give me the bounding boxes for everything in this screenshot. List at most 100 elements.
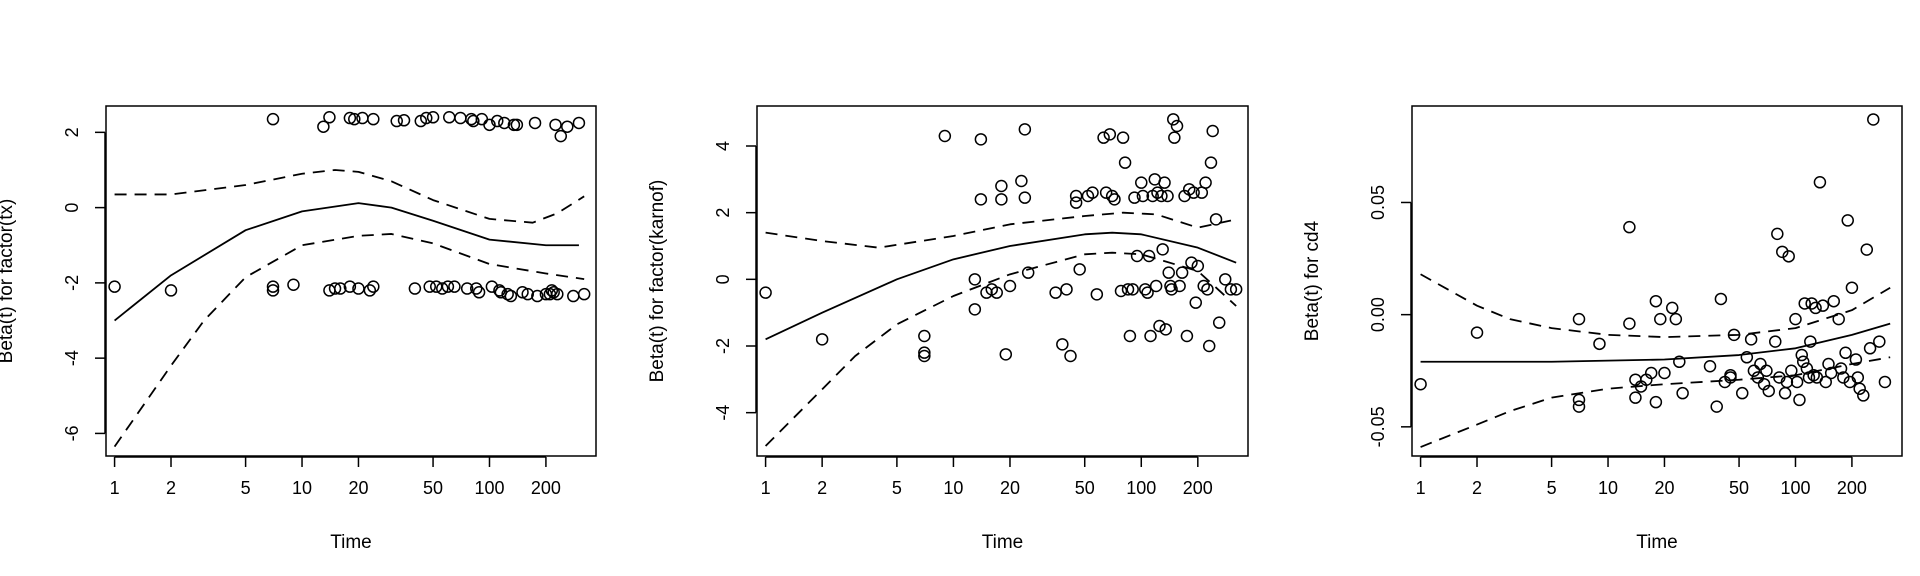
data-point: [1073, 263, 1086, 276]
plot-frame: [1411, 105, 1903, 457]
data-point: [1139, 283, 1152, 296]
data-point: [1572, 393, 1586, 407]
data-point: [1173, 279, 1186, 293]
residual-points: [1414, 113, 1892, 413]
data-point: [1155, 189, 1168, 203]
x-tick-label: 50: [1075, 478, 1095, 498]
data-point: [1168, 131, 1181, 144]
data-point: [999, 348, 1013, 361]
x-tick-label: 20: [348, 478, 368, 498]
chart-panel-1: 1 2 5 10 20 50 100 200 Time -6 -4 -2 0 2 Beta(t) for f…: [0, 105, 597, 553]
data-point: [1572, 312, 1586, 326]
data-point: [1197, 279, 1210, 293]
data-point: [1736, 386, 1749, 400]
data-point: [1064, 349, 1077, 363]
data-point: [266, 284, 280, 297]
data-point: [1165, 283, 1178, 296]
data-point: [1867, 113, 1880, 126]
data-point: [1807, 368, 1820, 382]
x-tick-label: 200: [531, 478, 561, 498]
data-point: [287, 278, 300, 292]
data-point: [1793, 393, 1806, 407]
data-point: [1414, 377, 1427, 391]
data-point: [1121, 283, 1135, 296]
data-point: [441, 280, 455, 293]
y-tick-label: -0.05: [1368, 406, 1388, 447]
data-point: [1740, 351, 1754, 364]
data-point: [1769, 335, 1782, 348]
data-point: [1572, 400, 1586, 413]
data-point: [1202, 339, 1216, 353]
data-point: [334, 282, 347, 295]
x-tick-label: 5: [241, 478, 251, 498]
x-tick-label: 50: [423, 478, 443, 498]
data-point: [1813, 176, 1827, 189]
confidence-band-line: [765, 211, 1237, 249]
data-point: [328, 282, 342, 295]
data-point: [1206, 124, 1219, 138]
data-point: [551, 287, 564, 301]
data-point: [1827, 294, 1840, 308]
data-point: [485, 280, 499, 293]
data-point: [554, 129, 568, 143]
y-axis-label: Beta(t) for factor(karnof): [647, 180, 668, 383]
y-tick-label: 2: [62, 127, 82, 137]
data-point: [266, 112, 280, 126]
data-point: [1086, 186, 1099, 199]
data-point: [528, 116, 542, 130]
data-point: [1199, 176, 1212, 189]
data-point: [1187, 186, 1200, 199]
data-point: [1658, 366, 1671, 380]
data-point: [1834, 362, 1848, 375]
data-point: [1144, 329, 1157, 343]
x-tick-label: 5: [1547, 478, 1557, 498]
data-point: [1800, 362, 1814, 375]
data-point: [1649, 294, 1663, 308]
data-point: [1795, 348, 1808, 362]
x-tick-label: 50: [1729, 478, 1749, 498]
data-point: [572, 116, 586, 130]
data-point: [1798, 297, 1811, 310]
data-point: [918, 349, 931, 363]
y-tick-label: -2: [713, 338, 733, 354]
data-point: [1118, 156, 1132, 169]
data-point: [1018, 123, 1032, 136]
data-point: [974, 133, 988, 146]
data-point: [1167, 113, 1180, 126]
data-point: [1141, 286, 1154, 299]
data-point: [995, 193, 1008, 206]
data-point: [1158, 176, 1171, 189]
x-tick-label: 20: [1000, 478, 1020, 498]
data-point: [1714, 292, 1728, 306]
data-point: [367, 112, 380, 126]
data-point: [815, 333, 829, 346]
data-point: [1849, 353, 1863, 366]
data-point: [1097, 131, 1110, 144]
data-point: [759, 286, 772, 299]
data-point: [1873, 335, 1886, 348]
data-point: [1229, 283, 1243, 296]
data-point: [164, 284, 178, 297]
data-point: [1703, 360, 1717, 373]
data-point: [443, 111, 456, 124]
data-point: [968, 273, 982, 286]
smooth-fit-line: [114, 202, 579, 322]
data-point: [1123, 329, 1137, 343]
confidence-band-line: [764, 251, 1237, 447]
data-point: [521, 287, 534, 301]
x-tick-label: 1: [1416, 478, 1426, 498]
confidence-band-line: [114, 169, 585, 224]
x-tick-label: 2: [817, 478, 827, 498]
data-point: [561, 120, 574, 133]
x-tick-label: 100: [1126, 478, 1156, 498]
data-point: [1470, 326, 1484, 339]
data-point: [968, 303, 982, 316]
data-point: [1593, 337, 1606, 351]
data-point: [1204, 156, 1218, 169]
y-axis: -0.05 0.00 0.05: [1368, 185, 1412, 447]
data-point: [491, 114, 504, 128]
x-tick-label: 100: [1780, 478, 1810, 498]
data-point: [1839, 346, 1852, 360]
data-point: [1710, 400, 1723, 413]
